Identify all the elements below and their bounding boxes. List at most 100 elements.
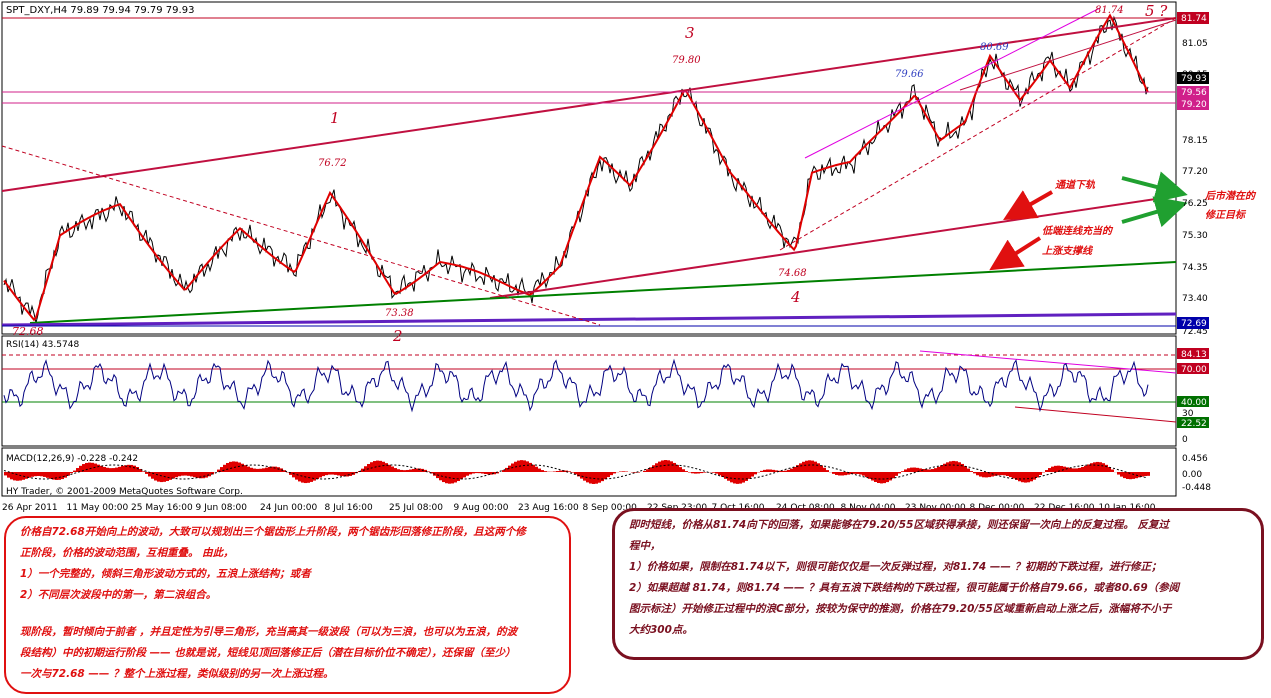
price-tag-72-69	[1177, 317, 1209, 329]
macd-bar	[979, 472, 982, 477]
macd-bar	[31, 472, 34, 477]
macd-bar	[469, 472, 472, 475]
macd-bar	[67, 472, 70, 476]
macd-bar	[409, 469, 412, 472]
macd-bar	[787, 469, 790, 472]
macd-bar	[841, 472, 844, 476]
price-label-72-68: 72.68	[12, 325, 44, 338]
rsi-lower-trendline	[1014, 406, 1177, 423]
macd-bar	[376, 460, 379, 472]
macd-bar	[763, 469, 766, 472]
macd-bar	[1060, 465, 1063, 472]
note-line: 图示标注）开始修正过程中的浪C部分，按较为保守的推测，价格在79.20/55区域…	[629, 603, 1172, 615]
macd-bar	[520, 460, 523, 472]
price-tag-79-20	[1177, 98, 1209, 110]
macd-bar	[199, 472, 202, 479]
macd-bar	[793, 466, 796, 472]
price-tag-text: 79.20	[1181, 100, 1207, 110]
macd-bar	[412, 468, 415, 472]
macd-bar	[1036, 472, 1039, 478]
macd-bar	[1120, 472, 1123, 477]
macd-axis-tick: 0.456	[1182, 454, 1208, 464]
time-axis-tick: 24 Oct 08:00	[776, 503, 835, 512]
macd-bar	[79, 465, 82, 472]
macd-bar	[1063, 466, 1066, 472]
macd-bar	[394, 468, 397, 472]
annotation-target-1: 后市潜在的	[1204, 190, 1257, 202]
macd-bar	[559, 470, 562, 472]
macd-bar	[610, 472, 613, 476]
macd-bar	[916, 467, 919, 472]
macd-bar	[172, 472, 175, 479]
macd-bar	[7, 472, 10, 478]
macd-bar	[700, 472, 703, 474]
macd-bar	[454, 472, 457, 483]
macd-bar	[418, 468, 421, 472]
macd-bar	[814, 461, 817, 472]
macd-axis-tick: -0.448	[1182, 483, 1211, 493]
macd-bar	[697, 472, 700, 474]
macd-bar	[613, 472, 616, 474]
macd-bar	[46, 472, 49, 478]
macd-bar	[535, 466, 538, 472]
macd-bar	[58, 472, 61, 480]
macd-bar	[109, 468, 112, 472]
rsi-tag-22	[1177, 417, 1209, 428]
macd-bar	[415, 468, 418, 472]
macd-bar	[193, 472, 196, 478]
macd-bar	[1138, 472, 1141, 478]
macd-bar	[1003, 472, 1006, 476]
annotation-support-line-1: 低端连线充当的	[1042, 225, 1114, 237]
macd-bar	[61, 472, 64, 480]
macd-bar	[961, 463, 964, 472]
macd-bar	[595, 472, 598, 484]
macd-bar	[55, 472, 58, 480]
macd-bar	[739, 472, 742, 484]
macd-bar	[919, 468, 922, 472]
macd-bar	[877, 472, 880, 484]
price-axis-tick: 72.45	[1182, 327, 1208, 337]
note-line: 大约300点。	[629, 624, 693, 636]
macd-bar	[211, 472, 214, 475]
macd-bar	[898, 472, 901, 474]
macd-bar	[649, 467, 652, 472]
upper-channel-line	[1, 17, 1177, 192]
macd-bar	[484, 472, 487, 475]
macd-bar	[871, 472, 874, 481]
macd-bar	[361, 468, 364, 472]
macd-bar	[892, 472, 895, 479]
macd-bar	[784, 470, 787, 472]
macd-bar	[760, 470, 763, 472]
macd-bar	[823, 467, 826, 472]
macd-bar	[880, 472, 883, 484]
note-line: 1）一个完整的，倾斜三角形波动方式的，五浪上涨结构；或者	[20, 568, 311, 580]
macd-bar	[517, 460, 520, 472]
macd-bar	[1066, 467, 1069, 472]
macd-bar	[1006, 472, 1009, 477]
macd-bar	[190, 472, 193, 477]
analysis-note-left: 价格自72.68开始向上的波动，大致可以规划出三个锯齿形上升阶段，两个锯齿形回落…	[4, 516, 571, 694]
macd-bar	[790, 468, 793, 472]
note-line: 2）不同层次波段中的第一，第二浪组合。	[20, 589, 217, 601]
macd-bar	[1033, 472, 1036, 480]
macd-bar	[331, 472, 334, 475]
macd-bar	[856, 472, 859, 474]
macd-bar	[250, 467, 253, 472]
macd-bar	[883, 472, 886, 484]
macd-bar	[523, 460, 526, 472]
macd-bar	[328, 472, 331, 475]
macd-bar	[667, 460, 670, 472]
macd-bar	[265, 467, 268, 472]
macd-bar	[1078, 467, 1081, 472]
macd-bar	[1048, 468, 1051, 472]
macd-bar	[295, 472, 298, 480]
note-line: 现阶段，暂时倾向于前者 ，并且定性为引导三角形，充当高其一级波段（可以为三浪，也…	[20, 626, 518, 638]
macd-bar	[832, 472, 835, 474]
macd-bar	[922, 469, 925, 472]
macd-bar	[151, 472, 154, 479]
rsi-tag-text: 40.00	[1181, 398, 1207, 408]
trading-chart[interactable]: SPT_DXY,H4 79.89 79.94 79.79 79.93 1 2 3…	[0, 0, 1271, 512]
macd-bar	[106, 467, 109, 472]
macd-bar	[928, 469, 931, 472]
macd-bar	[724, 472, 727, 479]
